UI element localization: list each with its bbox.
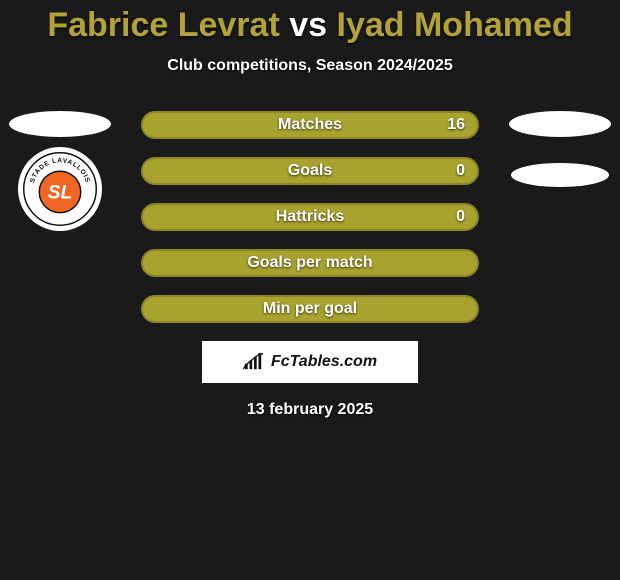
player-b-photo-placeholder (509, 111, 611, 137)
stat-label: Goals (288, 162, 332, 180)
stat-label: Matches (278, 116, 342, 134)
comparison-content: STADE LAVALLOIS SL Matches 16 Goals 0 Ha… (0, 111, 620, 323)
page-title: Fabrice Levrat vs Iyad Mohamed (0, 0, 620, 45)
stat-bar-matches: Matches 16 (141, 111, 479, 139)
subtitle: Club competitions, Season 2024/2025 (0, 57, 620, 75)
player-b-club-placeholder (511, 163, 609, 187)
stat-bar-hattricks: Hattricks 0 (141, 203, 479, 231)
player-a-photo-placeholder (9, 111, 111, 137)
stat-value-b: 0 (456, 208, 465, 226)
generated-date: 13 february 2025 (0, 401, 620, 419)
stat-label: Min per goal (263, 300, 357, 318)
svg-text:SL: SL (48, 183, 73, 204)
brand-attribution: FcTables.com (202, 341, 418, 383)
stat-value-b: 16 (447, 116, 465, 134)
player-b-column (500, 111, 620, 187)
bar-chart-icon (243, 353, 265, 371)
stat-bar-goals-per-match: Goals per match (141, 249, 479, 277)
stade-lavallois-logo-icon: STADE LAVALLOIS SL (23, 152, 97, 226)
brand-text: FcTables.com (271, 353, 377, 371)
title-vs: vs (280, 6, 337, 44)
stat-bars: Matches 16 Goals 0 Hattricks 0 Goals per… (141, 111, 479, 323)
player-a-club-logo: STADE LAVALLOIS SL (18, 147, 102, 231)
player-a-column: STADE LAVALLOIS SL (0, 111, 120, 231)
stat-label: Hattricks (276, 208, 344, 226)
title-player-a: Fabrice Levrat (47, 6, 279, 44)
stat-bar-min-per-goal: Min per goal (141, 295, 479, 323)
stat-label: Goals per match (247, 254, 372, 272)
title-player-b: Iyad Mohamed (337, 6, 573, 44)
stat-bar-goals: Goals 0 (141, 157, 479, 185)
stat-value-b: 0 (456, 162, 465, 180)
